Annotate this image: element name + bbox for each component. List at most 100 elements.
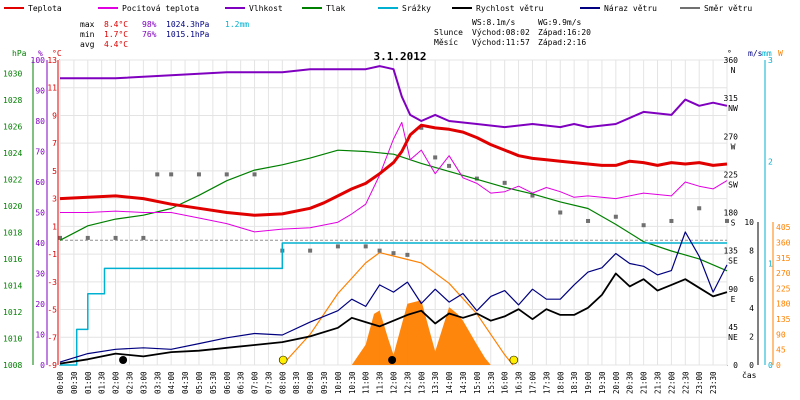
wind-tick-label: 2 (749, 332, 754, 341)
x-tick-label: 04:00 (167, 371, 176, 394)
hpa-tick-label: 1016 (3, 255, 22, 264)
wind-direction-point (85, 235, 90, 240)
direction-compass-label: NW (728, 104, 738, 113)
x-tick-label: 17:30 (542, 371, 551, 394)
direction-tick-label: 225 (724, 170, 739, 179)
solar-tick-label: 270 (776, 269, 791, 278)
humidity-tick-label: 60 (35, 178, 45, 187)
x-tick-label: 13:30 (431, 371, 440, 394)
direction-tick-label: 315 (724, 94, 739, 103)
moonrise-marker (388, 356, 397, 364)
feels-like-line (60, 121, 728, 233)
wind-direction-point (530, 193, 535, 198)
solar-tick-label: 0 (776, 361, 781, 370)
humidity-tick-label: 40 (35, 239, 45, 248)
legend-label: Náraz větru (604, 4, 657, 13)
humidity-tick-label: 100 (31, 56, 46, 65)
wind-direction-point (377, 248, 382, 253)
rain-tick-label: 1 (768, 259, 773, 268)
sunset-marker (509, 355, 519, 365)
info-moonset: Západ:2:16 (538, 38, 586, 47)
direction-tick-label: 270 (724, 132, 739, 141)
info-moon-label: Měsíc (434, 38, 458, 47)
hpa-tick-label: 1024 (3, 149, 22, 158)
x-tick-label: 22:30 (681, 371, 690, 394)
x-tick-label: 23:30 (709, 371, 718, 394)
temp-tick-label: 7 (52, 139, 57, 148)
x-tick-label: 17:00 (528, 371, 537, 394)
wind-direction-point (113, 235, 118, 240)
direction-compass-label: NE (728, 333, 738, 342)
wind-tick-label: 10 (744, 218, 754, 227)
x-tick-label: 01:00 (84, 371, 93, 394)
x-tick-label: 12:00 (390, 371, 399, 394)
x-tick-label: 00:30 (70, 371, 79, 394)
x-axis-unit: čas (742, 370, 757, 380)
humidity-tick-label: 10 (35, 331, 45, 340)
wind-direction-point (155, 172, 160, 177)
solar-tick-label: 315 (776, 254, 791, 263)
x-tick-label: 19:00 (584, 371, 593, 394)
wind-direction-point (558, 210, 563, 215)
stats-temperature: 1.7°C (104, 30, 128, 39)
direction-tick-label: 135 (724, 247, 739, 256)
x-tick-label: 05:30 (209, 371, 218, 394)
wind-gust-line (59, 231, 728, 363)
direction-tick-label: 180 (724, 209, 739, 218)
stats-temperature: 4.4°C (104, 40, 128, 49)
wind-direction-point (502, 180, 507, 185)
x-tick-label: 11:00 (362, 371, 371, 394)
wind-direction-point (196, 172, 201, 177)
x-tick-label: 23:00 (695, 371, 704, 394)
rain-axis-unit: mm (762, 49, 772, 58)
solar-axis-unit: W (778, 49, 783, 58)
wind-direction-point (252, 172, 257, 177)
humidity-tick-label: 20 (35, 300, 45, 309)
wind-direction-point (224, 172, 229, 177)
x-tick-label: 20:00 (612, 371, 621, 394)
wind-tick-label: 8 (749, 247, 754, 256)
hpa-tick-label: 1030 (3, 69, 22, 78)
x-tick-label: 06:00 (223, 371, 232, 394)
moonset-marker (119, 356, 128, 364)
hpa-tick-label: 1018 (3, 228, 22, 237)
info-wind-speed: WS:8.1m/s (472, 18, 516, 27)
x-tick-label: 07:00 (251, 371, 260, 394)
wind-direction-point (335, 244, 340, 249)
x-tick-label: 03:30 (153, 371, 162, 394)
x-tick-label: 00:00 (56, 371, 65, 394)
stats-humidity: 76% (142, 30, 157, 39)
info-sun-label: Slunce (434, 28, 463, 37)
temp-axis-unit: °C (52, 49, 62, 58)
hpa-tick-label: 1020 (3, 202, 22, 211)
x-tick-label: 18:30 (570, 371, 579, 394)
wind-tick-label: 0 (749, 361, 754, 370)
temp-tick-label: 13 (47, 56, 57, 65)
stats-row-label: min (80, 30, 95, 39)
x-tick-label: 16:00 (501, 371, 510, 394)
x-tick-label: 04:30 (181, 371, 190, 394)
wind-direction-point (58, 235, 62, 240)
temp-tick-label: -7 (47, 333, 57, 342)
temp-tick-label: -3 (47, 278, 57, 287)
solar-theoretical-line (281, 252, 514, 366)
x-tick-label: 14:30 (459, 371, 468, 394)
direction-tick-label: 0 (733, 361, 738, 370)
info-sunrise: Východ:08:02 (472, 28, 530, 37)
temp-tick-label: -1 (47, 250, 57, 259)
rain-tick-label: 3 (768, 56, 773, 65)
rain-line (60, 242, 727, 366)
stats-humidity: 98% (142, 20, 157, 29)
solar-tick-label: 180 (776, 300, 791, 309)
stats-pressure: 1015.1hPa (166, 30, 210, 39)
wind-speed-line (59, 272, 728, 365)
wind-tick-label: 6 (749, 275, 754, 284)
x-tick-label: 09:00 (306, 371, 315, 394)
direction-tick-label: 45 (728, 323, 738, 332)
legend-label: Tlak (326, 4, 345, 13)
legend-label: Teplota (28, 4, 62, 13)
direction-tick-label: 90 (728, 285, 738, 294)
hpa-tick-label: 1008 (3, 361, 22, 370)
x-tick-label: 02:30 (125, 371, 134, 394)
legend-label: Směr větru (704, 4, 752, 13)
